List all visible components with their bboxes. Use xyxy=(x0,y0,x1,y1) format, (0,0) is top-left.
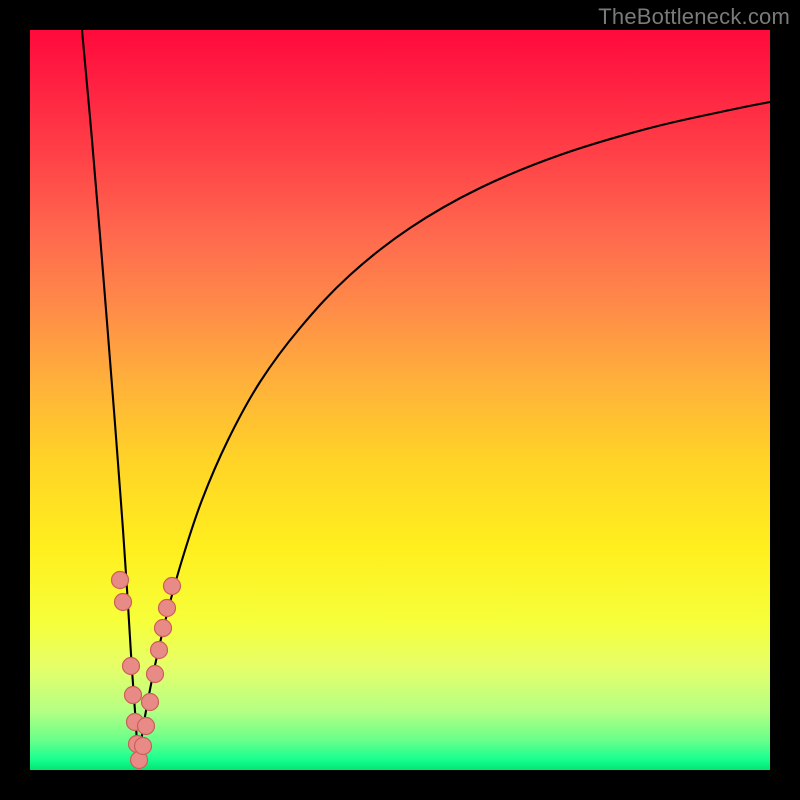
data-marker xyxy=(142,694,159,711)
data-marker xyxy=(123,658,140,675)
data-marker xyxy=(155,620,172,637)
chart-frame: TheBottleneck.com xyxy=(0,0,800,800)
data-marker xyxy=(147,666,164,683)
data-marker xyxy=(138,718,155,735)
data-marker xyxy=(151,642,168,659)
watermark-text: TheBottleneck.com xyxy=(598,4,790,30)
data-markers xyxy=(112,572,181,769)
plot-area xyxy=(30,30,770,770)
curve-layer xyxy=(30,30,770,770)
data-marker xyxy=(115,594,132,611)
data-marker xyxy=(112,572,129,589)
data-marker xyxy=(135,738,152,755)
data-marker xyxy=(164,578,181,595)
data-marker xyxy=(125,687,142,704)
data-marker xyxy=(159,600,176,617)
bottleneck-curve xyxy=(82,30,770,762)
